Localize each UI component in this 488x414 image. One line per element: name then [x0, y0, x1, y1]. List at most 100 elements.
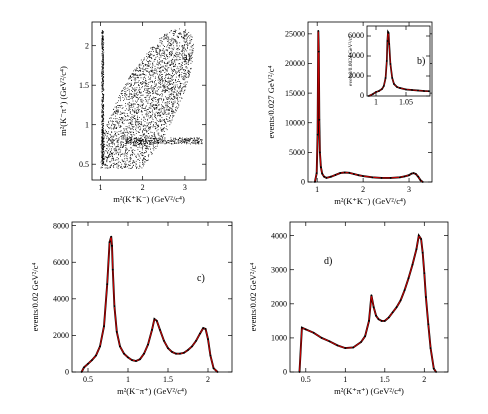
scatter-point: [145, 106, 146, 108]
scatter-point: [164, 119, 165, 121]
scatter-point: [113, 165, 114, 166]
scatter-point: [139, 144, 141, 146]
scatter-point: [152, 148, 154, 149]
scatter-point: [123, 131, 125, 133]
scatter-point: [143, 117, 145, 119]
scatter-point: [166, 142, 167, 144]
data-point: [427, 323, 430, 326]
scatter-point: [136, 109, 138, 110]
scatter-point: [158, 62, 160, 64]
data-point: [80, 371, 83, 373]
scatter-point: [189, 139, 191, 141]
scatter-point: [187, 47, 188, 48]
scatter-point: [135, 145, 137, 147]
scatter-point: [133, 106, 135, 108]
data-point: [103, 325, 105, 328]
scatter-point: [101, 32, 103, 33]
y-axis-label: events/0.02 GeV²/c⁴: [248, 263, 258, 332]
scatter-point: [166, 54, 168, 55]
scatter-point: [101, 72, 103, 74]
scatter-point: [178, 70, 179, 72]
scatter-point: [172, 110, 173, 112]
scatter-point: [113, 136, 114, 138]
scatter-point: [127, 166, 128, 168]
scatter-point: [120, 166, 122, 168]
fit-curve: [81, 236, 218, 373]
scatter-point: [188, 73, 190, 75]
scatter-point: [137, 118, 138, 120]
scatter-point: [130, 76, 131, 77]
scatter-point: [191, 51, 193, 53]
scatter-point: [115, 127, 117, 129]
scatter-point: [101, 129, 103, 130]
scatter-point: [139, 162, 141, 164]
scatter-point: [121, 108, 123, 109]
scatter-point: [111, 128, 113, 130]
scatter-point: [102, 133, 104, 135]
scatter-point: [126, 140, 127, 142]
data-point: [427, 90, 430, 93]
scatter-point: [158, 142, 160, 143]
scatter-point: [141, 110, 142, 111]
scatter-point: [136, 68, 138, 69]
scatter-point: [161, 66, 162, 68]
scatter-point: [102, 35, 104, 37]
scatter-point: [183, 93, 184, 94]
scatter-point: [133, 70, 134, 72]
scatter-point: [143, 59, 145, 61]
scatter-point: [152, 47, 153, 49]
data-point: [209, 354, 212, 357]
scatter-point: [127, 136, 128, 138]
scatter-point: [152, 114, 153, 116]
scatter-point: [178, 47, 179, 49]
data-point: [87, 362, 89, 365]
scatter-point: [160, 55, 162, 56]
scatter-point: [133, 75, 135, 76]
scatter-point: [146, 65, 148, 67]
scatter-point: [173, 115, 175, 117]
scatter-point: [101, 62, 103, 64]
scatter-point: [188, 70, 190, 72]
scatter-point: [119, 114, 121, 115]
scatter-point: [110, 155, 111, 157]
scatter-point: [102, 131, 103, 133]
data-point: [391, 77, 394, 79]
scatter-point: [137, 158, 139, 160]
scatter-point: [174, 84, 176, 86]
scatter-point: [166, 73, 167, 75]
scatter-point: [165, 104, 167, 106]
scatter-point: [150, 138, 152, 140]
panel-tag: d): [324, 256, 332, 267]
scatter-point: [131, 139, 132, 140]
scatter-point: [133, 110, 134, 112]
scatter-point: [103, 111, 104, 112]
scatter-point: [176, 41, 178, 43]
scatter-point: [110, 140, 112, 142]
scatter-point: [152, 90, 153, 92]
scatter-point: [164, 107, 166, 108]
scatter-point: [171, 93, 173, 95]
scatter-point: [111, 131, 113, 133]
scatter-point: [110, 149, 112, 151]
scatter-point: [112, 139, 113, 140]
scatter-point: [101, 64, 103, 65]
scatter-point: [169, 93, 171, 95]
scatter-point: [182, 139, 184, 141]
scatter-point: [151, 85, 153, 86]
scatter-point: [130, 122, 131, 124]
scatter-point: [143, 130, 145, 131]
scatter-point: [103, 141, 105, 142]
scatter-point: [146, 151, 147, 152]
scatter-point: [102, 85, 104, 87]
inset-y-axis-label: events/0.0024 GeV²/c⁴: [348, 36, 354, 86]
scatter-point: [155, 85, 157, 87]
scatter-point: [134, 118, 135, 119]
scatter-point: [111, 121, 113, 122]
scatter-point: [136, 138, 137, 140]
scatter-point: [157, 126, 158, 128]
scatter-point: [111, 165, 112, 167]
scatter-point: [120, 113, 122, 115]
scatter-point: [135, 89, 137, 91]
scatter-point: [159, 139, 161, 141]
